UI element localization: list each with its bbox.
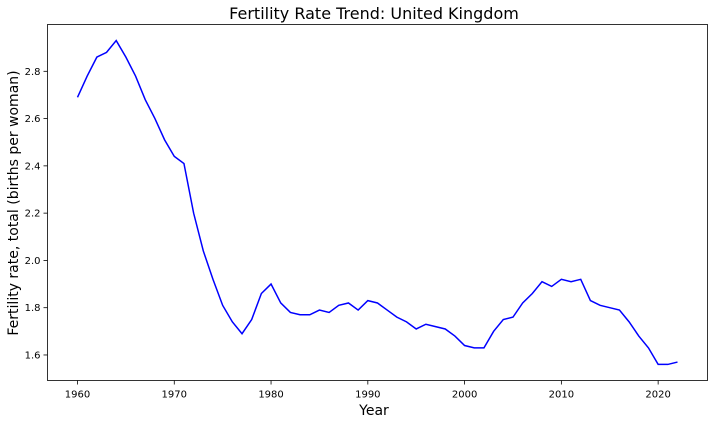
y-tick-label: 2.0 xyxy=(25,256,41,267)
x-tick-label: 2020 xyxy=(645,390,670,401)
chart-title: Fertility Rate Trend: United Kingdom xyxy=(229,4,519,23)
x-tick-label: 2010 xyxy=(549,390,574,401)
x-axis-label: Year xyxy=(358,403,389,419)
x-tick-label: 2000 xyxy=(452,390,477,401)
x-tick-label: 1990 xyxy=(355,390,380,401)
y-axis: 1.6 1.8 2.0 2.2 2.4 2.6 2.8 xyxy=(25,67,48,361)
x-tick-label: 1970 xyxy=(162,390,187,401)
y-tick-label: 1.8 xyxy=(25,303,41,314)
x-tick-label: 1960 xyxy=(65,390,90,401)
y-tick-label: 2.8 xyxy=(25,67,41,78)
series-line xyxy=(76,39,678,366)
plot-frame xyxy=(47,24,708,381)
y-axis-label: Fertility rate, total (births per woman) xyxy=(6,70,22,335)
y-tick-label: 2.2 xyxy=(25,209,41,220)
y-tick-label: 2.6 xyxy=(25,114,41,125)
x-tick-label: 1980 xyxy=(258,390,283,401)
x-axis: 1960 1970 1980 1990 2000 2010 2020 xyxy=(65,380,671,401)
y-tick-label: 1.6 xyxy=(25,350,41,361)
y-tick-label: 2.4 xyxy=(25,161,41,172)
